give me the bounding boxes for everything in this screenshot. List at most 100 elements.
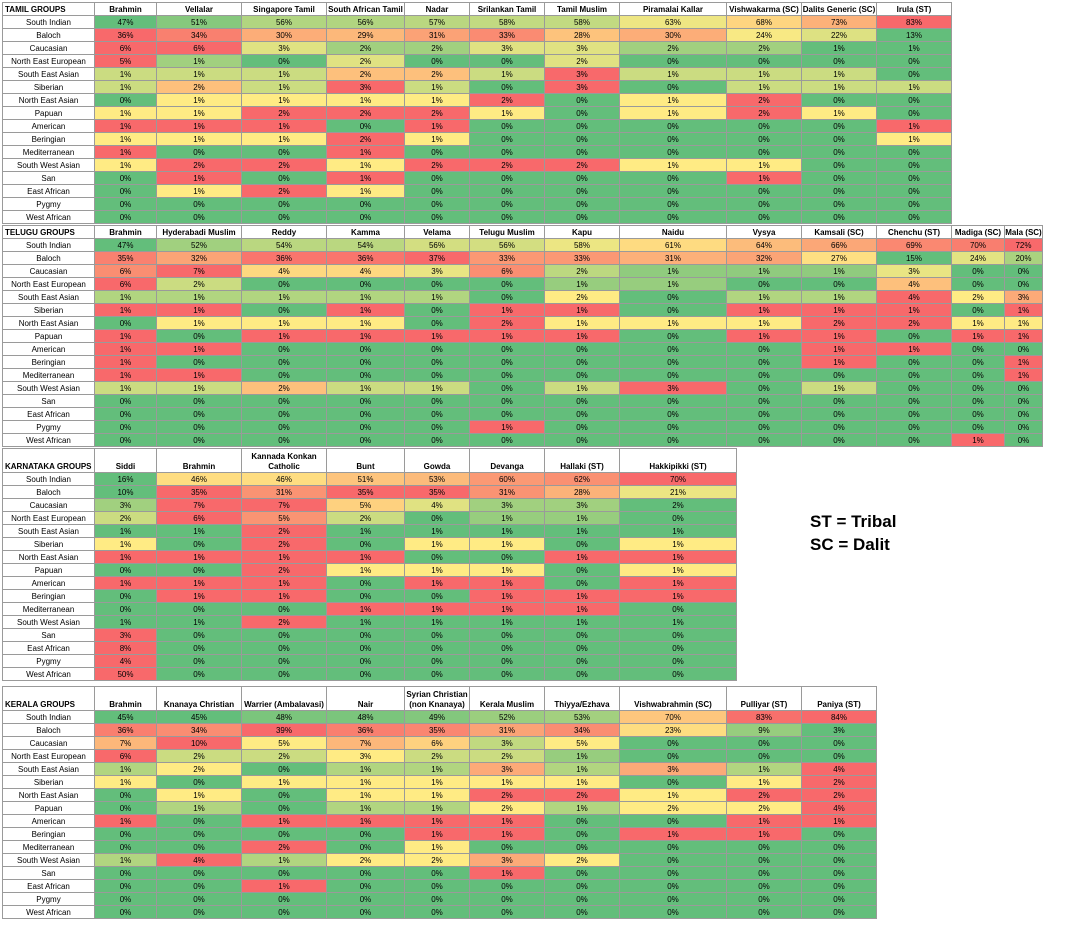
- column-header: Velama: [404, 225, 470, 239]
- percentage-cell: 1%: [156, 54, 242, 68]
- percentage-cell: 0%: [544, 197, 620, 211]
- percentage-cell: 0%: [726, 132, 802, 146]
- percentage-cell: 0%: [469, 550, 545, 564]
- percentage-cell: 56%: [326, 15, 405, 29]
- row-label: Pygmy: [2, 892, 95, 906]
- row-label: Siberian: [2, 80, 95, 94]
- percentage-cell: 35%: [94, 251, 157, 265]
- percentage-cell: 0%: [1004, 277, 1043, 291]
- percentage-cell: 0%: [241, 368, 327, 382]
- percentage-cell: 0%: [619, 853, 727, 867]
- percentage-cell: 0%: [241, 788, 327, 802]
- table-row: San 0% 1% 0% 1% 0% 0% 0% 0% 1% 0% 0%: [2, 171, 952, 185]
- percentage-cell: 0%: [469, 641, 545, 655]
- percentage-cell: 1%: [726, 290, 802, 304]
- percentage-cell: 36%: [326, 251, 405, 265]
- percentage-cell: 0%: [726, 355, 802, 369]
- percentage-cell: 0%: [726, 892, 802, 906]
- percentage-cell: 1%: [94, 775, 157, 789]
- percentage-cell: 0%: [619, 736, 727, 750]
- table-row: Baloch 10% 35% 31% 35% 35% 31% 28% 21%: [2, 485, 737, 499]
- percentage-cell: 0%: [801, 394, 877, 408]
- table-row: Siberian 1% 1% 0% 1% 0% 1% 1% 0% 1% 1% 1% 0% 1%: [2, 303, 1043, 317]
- percentage-cell: 0%: [619, 290, 727, 304]
- percentage-cell: 1%: [619, 67, 727, 81]
- percentage-cell: 0%: [404, 394, 470, 408]
- percentage-cell: 1%: [94, 853, 157, 867]
- row-label: Pygmy: [2, 654, 95, 668]
- percentage-cell: 0%: [1004, 407, 1043, 421]
- percentage-cell: 9%: [726, 723, 802, 737]
- percentage-cell: 1%: [94, 158, 157, 172]
- percentage-cell: 1%: [94, 342, 157, 356]
- percentage-cell: 0%: [94, 316, 157, 330]
- percentage-cell: 0%: [544, 119, 620, 133]
- percentage-cell: 1%: [619, 589, 737, 603]
- percentage-cell: 0%: [156, 879, 242, 893]
- percentage-cell: 0%: [619, 654, 737, 668]
- percentage-cell: 1%: [94, 145, 157, 159]
- percentage-cell: 0%: [94, 563, 157, 577]
- percentage-cell: 0%: [156, 355, 242, 369]
- percentage-cell: 0%: [404, 342, 470, 356]
- percentage-cell: 1%: [544, 615, 620, 629]
- percentage-cell: 1%: [469, 615, 545, 629]
- percentage-cell: 0%: [156, 814, 242, 828]
- percentage-cell: 0%: [404, 654, 470, 668]
- percentage-cell: 1%: [544, 801, 620, 815]
- row-label: South Indian: [2, 710, 95, 724]
- percentage-cell: 1%: [156, 290, 242, 304]
- table-row: Mediterranean 1% 1% 0% 0% 0% 0% 0% 0% 0% 0% 0% 0% 1%: [2, 368, 1043, 382]
- row-label: South East Asian: [2, 290, 95, 304]
- percentage-cell: 0%: [326, 576, 405, 590]
- percentage-cell: 0%: [404, 368, 470, 382]
- percentage-cell: 1%: [94, 119, 157, 133]
- percentage-cell: 3%: [94, 498, 157, 512]
- percentage-cell: 1%: [156, 171, 242, 185]
- percentage-cell: 0%: [951, 407, 1005, 421]
- percentage-cell: 0%: [726, 210, 802, 224]
- percentage-cell: 0%: [619, 420, 727, 434]
- table-row: San 0% 0% 0% 0% 0% 0% 0% 0% 0% 0% 0% 0% 0%: [2, 394, 1043, 408]
- percentage-cell: 36%: [94, 28, 157, 42]
- table-row: West African 0% 0% 0% 0% 0% 0% 0% 0% 0% 0% 0% 1% 0%: [2, 433, 1043, 447]
- percentage-cell: 1%: [619, 537, 737, 551]
- percentage-cell: 2%: [404, 106, 470, 120]
- percentage-cell: 1%: [404, 132, 470, 146]
- percentage-cell: 1%: [156, 132, 242, 146]
- table-row: South East Asian 1% 1% 2% 1% 1% 1% 1% 1%: [2, 524, 737, 538]
- percentage-cell: 1%: [619, 158, 727, 172]
- percentage-cell: 3%: [1004, 290, 1043, 304]
- percentage-cell: 2%: [326, 132, 405, 146]
- percentage-cell: 1%: [241, 853, 327, 867]
- percentage-cell: 1%: [156, 342, 242, 356]
- table-row: American 1% 1% 1% 0% 1% 0% 0% 0% 0% 0% 1%: [2, 119, 952, 133]
- percentage-cell: 1%: [241, 67, 327, 81]
- column-header: Kapu: [544, 225, 620, 239]
- column-header: Mala (SC): [1004, 225, 1043, 239]
- percentage-cell: 0%: [326, 537, 405, 551]
- percentage-cell: 68%: [726, 15, 802, 29]
- percentage-cell: 0%: [619, 368, 727, 382]
- percentage-cell: 63%: [619, 15, 727, 29]
- percentage-cell: 1%: [469, 329, 545, 343]
- percentage-cell: 10%: [94, 485, 157, 499]
- column-header: Paniya (ST): [801, 686, 877, 711]
- column-header: Syrian Christian (non Knanaya): [404, 686, 470, 711]
- percentage-cell: 1%: [94, 303, 157, 317]
- percentage-cell: 0%: [619, 433, 727, 447]
- percentage-cell: 83%: [726, 710, 802, 724]
- table-row: Papuan 1% 1% 2% 2% 2% 1% 0% 1% 2% 1% 0%: [2, 106, 952, 120]
- row-label: South Indian: [2, 472, 95, 486]
- percentage-cell: 0%: [469, 381, 545, 395]
- percentage-cell: 0%: [94, 407, 157, 421]
- percentage-cell: 1%: [241, 80, 327, 94]
- percentage-cell: 0%: [326, 407, 405, 421]
- percentage-cell: 2%: [876, 316, 952, 330]
- table-row: East African 0% 0% 0% 0% 0% 0% 0% 0% 0% 0% 0% 0% 0%: [2, 407, 1043, 421]
- percentage-cell: 1%: [544, 329, 620, 343]
- percentage-cell: 33%: [469, 28, 545, 42]
- percentage-cell: 2%: [404, 158, 470, 172]
- table-row: North East European 5% 1% 0% 2% 0% 0% 2% 0% 0% 0% 0…: [2, 54, 952, 68]
- percentage-cell: 23%: [619, 723, 727, 737]
